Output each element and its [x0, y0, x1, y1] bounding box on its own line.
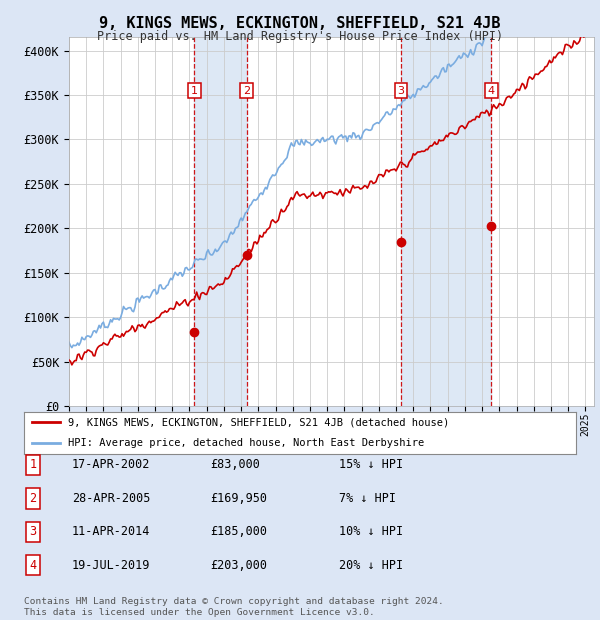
Text: 3: 3 — [397, 86, 404, 95]
Text: Contains HM Land Registry data © Crown copyright and database right 2024.
This d: Contains HM Land Registry data © Crown c… — [24, 598, 444, 617]
Text: 17-APR-2002: 17-APR-2002 — [72, 459, 151, 471]
Text: 10% ↓ HPI: 10% ↓ HPI — [339, 526, 403, 538]
Text: 15% ↓ HPI: 15% ↓ HPI — [339, 459, 403, 471]
Text: 3: 3 — [29, 526, 37, 538]
Text: £203,000: £203,000 — [210, 559, 267, 572]
Text: 1: 1 — [29, 459, 37, 471]
Text: 4: 4 — [488, 86, 495, 95]
Text: 7% ↓ HPI: 7% ↓ HPI — [339, 492, 396, 505]
Bar — [194, 37, 247, 406]
Text: 11-APR-2014: 11-APR-2014 — [72, 526, 151, 538]
Text: 1: 1 — [191, 86, 198, 95]
Bar — [401, 37, 491, 406]
Text: £83,000: £83,000 — [210, 459, 260, 471]
Text: 28-APR-2005: 28-APR-2005 — [72, 492, 151, 505]
Text: 4: 4 — [29, 559, 37, 572]
Text: 9, KINGS MEWS, ECKINGTON, SHEFFIELD, S21 4JB (detached house): 9, KINGS MEWS, ECKINGTON, SHEFFIELD, S21… — [68, 417, 449, 427]
Text: 2: 2 — [29, 492, 37, 505]
Text: Price paid vs. HM Land Registry's House Price Index (HPI): Price paid vs. HM Land Registry's House … — [97, 30, 503, 43]
Text: HPI: Average price, detached house, North East Derbyshire: HPI: Average price, detached house, Nort… — [68, 438, 424, 448]
Text: £169,950: £169,950 — [210, 492, 267, 505]
Text: 9, KINGS MEWS, ECKINGTON, SHEFFIELD, S21 4JB: 9, KINGS MEWS, ECKINGTON, SHEFFIELD, S21… — [99, 16, 501, 30]
Text: 20% ↓ HPI: 20% ↓ HPI — [339, 559, 403, 572]
Text: 19-JUL-2019: 19-JUL-2019 — [72, 559, 151, 572]
Text: 2: 2 — [243, 86, 250, 95]
Text: £185,000: £185,000 — [210, 526, 267, 538]
